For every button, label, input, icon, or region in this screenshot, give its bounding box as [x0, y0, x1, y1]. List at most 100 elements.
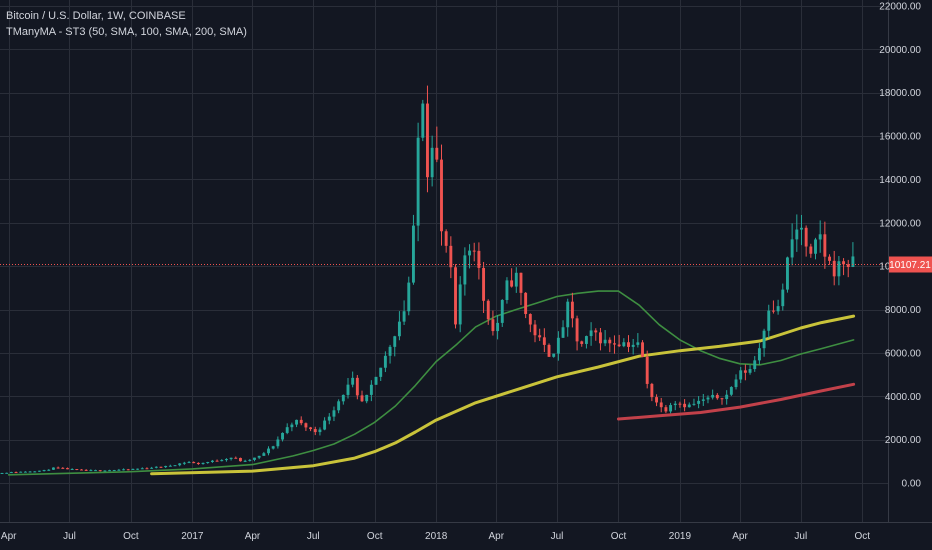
- candle-body: [486, 300, 490, 320]
- candle: [524, 292, 528, 319]
- candle-body: [402, 311, 406, 322]
- price-tick-label: 4000.00: [885, 392, 922, 403]
- candle-body: [673, 403, 677, 406]
- candle: [486, 299, 490, 325]
- candle: [19, 471, 23, 473]
- candle-body: [304, 423, 308, 428]
- candle-body: [524, 292, 528, 315]
- candle-body: [771, 310, 775, 312]
- candle: [341, 394, 345, 405]
- candle-body: [313, 429, 317, 433]
- candle-body: [804, 227, 808, 247]
- candle-body: [37, 470, 41, 472]
- candle-body: [706, 397, 710, 400]
- candle: [215, 459, 219, 462]
- candle-body: [346, 384, 350, 395]
- last-price-tag: 10107.21: [889, 256, 932, 273]
- candle: [720, 397, 724, 405]
- candle: [187, 460, 191, 464]
- candle: [790, 223, 794, 266]
- candle-body: [28, 471, 32, 473]
- candle: [23, 471, 27, 473]
- candle-body: [781, 289, 785, 307]
- candle: [117, 468, 121, 471]
- candle-body: [594, 330, 598, 333]
- candle-body: [421, 103, 425, 138]
- candle-body: [505, 280, 509, 300]
- candle: [411, 214, 415, 285]
- candle: [154, 466, 158, 469]
- candle: [743, 364, 747, 381]
- candle: [435, 126, 439, 163]
- candle-body: [538, 335, 542, 338]
- candle-body: [94, 470, 97, 472]
- candle-body: [393, 336, 397, 347]
- candle-body: [589, 330, 593, 337]
- candle-body: [631, 344, 635, 347]
- candle: [112, 469, 116, 472]
- candle-body: [112, 470, 116, 472]
- candle: [753, 356, 757, 372]
- candle: [103, 470, 107, 472]
- candle-body: [767, 310, 771, 331]
- candle-body: [168, 465, 172, 467]
- candle-body: [416, 137, 420, 226]
- candle: [440, 144, 443, 246]
- candle-body: [500, 299, 504, 323]
- candle-body: [33, 471, 37, 473]
- candle: [66, 467, 69, 470]
- candle: [248, 459, 252, 462]
- candle-body: [598, 332, 602, 344]
- candle-body: [355, 377, 359, 396]
- time-tick-label: 2019: [669, 531, 692, 542]
- candle: [257, 455, 261, 460]
- candle-body: [47, 469, 51, 471]
- candle-body: [159, 466, 163, 468]
- time-tick-label: Oct: [611, 531, 627, 542]
- candle-body: [692, 403, 696, 405]
- candle: [379, 367, 383, 382]
- candle-body: [622, 342, 626, 347]
- candle-body: [243, 460, 247, 462]
- candle-body: [285, 427, 289, 433]
- candle: [285, 423, 289, 435]
- candle-body: [411, 225, 415, 283]
- last-price-tag-background: [889, 256, 932, 273]
- time-axis[interactable]: Apr Jul Oct 2017 Apr Jul Oct 2018 Apr Jul Oct 2019 A…: [1, 531, 870, 542]
- candle: [641, 340, 644, 358]
- candle-body: [790, 239, 794, 258]
- candle: [613, 335, 616, 354]
- candle-body: [224, 459, 228, 461]
- price-tick-label: 18000.00: [879, 88, 921, 99]
- candle: [598, 328, 602, 351]
- candle: [150, 466, 154, 469]
- price-tick-label: 20000.00: [879, 45, 921, 56]
- candle: [421, 99, 425, 142]
- candle-body: [715, 394, 719, 399]
- candle: [762, 328, 766, 357]
- candle-body: [351, 377, 355, 385]
- candle: [837, 256, 841, 286]
- candle: [239, 457, 242, 462]
- grid: [0, 0, 888, 522]
- candle: [346, 378, 350, 399]
- candle: [846, 259, 850, 278]
- candle-body: [14, 472, 18, 474]
- candle: [748, 365, 752, 375]
- candle: [781, 283, 785, 311]
- candle: [201, 462, 205, 465]
- candle: [659, 397, 663, 413]
- candle: [533, 320, 537, 343]
- candle-body: [846, 264, 850, 267]
- candle-body: [743, 370, 747, 373]
- candle-body: [52, 467, 55, 470]
- candle-body: [444, 231, 448, 246]
- candle-body: [650, 383, 654, 398]
- candle: [80, 469, 83, 471]
- candle-body: [842, 261, 846, 265]
- candle-body: [388, 346, 392, 356]
- candle-body: [697, 400, 701, 404]
- candle-body: [117, 469, 121, 471]
- candle-body: [528, 314, 532, 325]
